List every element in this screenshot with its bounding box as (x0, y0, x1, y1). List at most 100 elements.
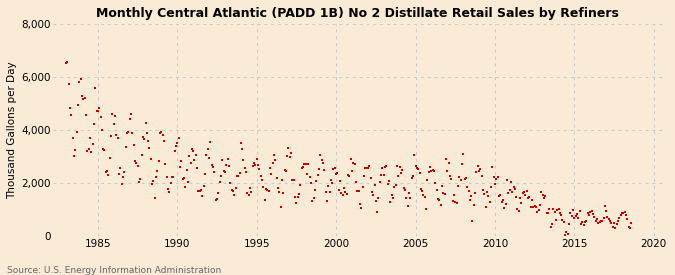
Point (116, 182, 127, 186)
Point (106, 134, 117, 138)
Point (515, 196, 526, 200)
Point (244, 193, 254, 197)
Point (317, 161, 328, 165)
Point (439, 192, 450, 197)
Point (503, 191, 514, 195)
Point (251, 157, 262, 161)
Point (446, 177, 457, 182)
Point (462, 185, 472, 189)
Point (68, 136, 78, 141)
Point (315, 153, 325, 157)
Point (617, 211, 628, 215)
Point (122, 131, 132, 135)
Point (406, 176, 417, 180)
Point (194, 189, 205, 193)
Point (103, 173, 114, 177)
Point (372, 210, 383, 214)
Point (270, 157, 281, 162)
Point (610, 226, 621, 230)
Point (193, 189, 204, 193)
Point (361, 166, 372, 170)
Point (111, 133, 122, 138)
Point (178, 176, 189, 180)
Point (107, 112, 118, 116)
Point (569, 216, 580, 220)
Point (609, 221, 620, 225)
Point (156, 130, 167, 134)
Point (134, 180, 144, 184)
Point (202, 147, 213, 151)
Point (321, 199, 332, 203)
Point (192, 166, 202, 170)
Point (236, 140, 246, 145)
Point (353, 189, 364, 194)
Point (148, 179, 159, 183)
Point (349, 162, 360, 166)
Point (616, 212, 626, 217)
Point (602, 214, 613, 219)
Point (427, 168, 438, 172)
Point (336, 191, 347, 196)
Point (544, 207, 555, 211)
Point (299, 162, 310, 166)
Point (574, 208, 585, 213)
Point (61, 60, 72, 65)
Point (623, 225, 634, 229)
Point (589, 215, 599, 219)
Point (433, 197, 443, 201)
Point (415, 187, 426, 191)
Point (295, 183, 306, 187)
Point (63, 82, 74, 87)
Point (572, 212, 583, 216)
Point (283, 145, 294, 150)
Point (186, 147, 197, 152)
Point (594, 220, 605, 225)
Point (73, 103, 84, 108)
Point (533, 208, 544, 213)
Point (400, 188, 410, 192)
Point (90, 86, 101, 90)
Point (536, 189, 547, 194)
Point (376, 173, 387, 177)
Point (200, 172, 211, 176)
Point (458, 152, 468, 156)
Point (393, 174, 404, 178)
Point (373, 196, 384, 200)
Point (595, 219, 606, 224)
Point (482, 190, 493, 194)
Point (127, 131, 138, 136)
Point (383, 179, 394, 183)
Point (167, 175, 178, 180)
Point (404, 191, 414, 195)
Point (332, 170, 343, 175)
Point (234, 171, 245, 175)
Point (62, 60, 73, 64)
Point (342, 192, 352, 196)
Point (449, 193, 460, 197)
Point (306, 181, 317, 185)
Point (487, 165, 497, 169)
Point (155, 131, 165, 135)
Point (126, 112, 136, 116)
Point (385, 200, 396, 204)
Point (211, 198, 221, 202)
Point (279, 168, 290, 172)
Point (248, 161, 259, 165)
Point (365, 176, 376, 180)
Point (418, 192, 429, 197)
Point (556, 213, 566, 218)
Point (504, 188, 515, 192)
Point (92, 109, 103, 113)
Point (483, 194, 493, 199)
Point (599, 204, 610, 208)
Point (477, 174, 487, 178)
Point (131, 161, 142, 165)
Point (176, 159, 187, 164)
Point (250, 163, 261, 167)
Point (145, 157, 156, 162)
Point (474, 169, 485, 173)
Point (586, 209, 597, 214)
Point (580, 219, 591, 224)
Point (479, 192, 490, 196)
Point (489, 182, 500, 186)
